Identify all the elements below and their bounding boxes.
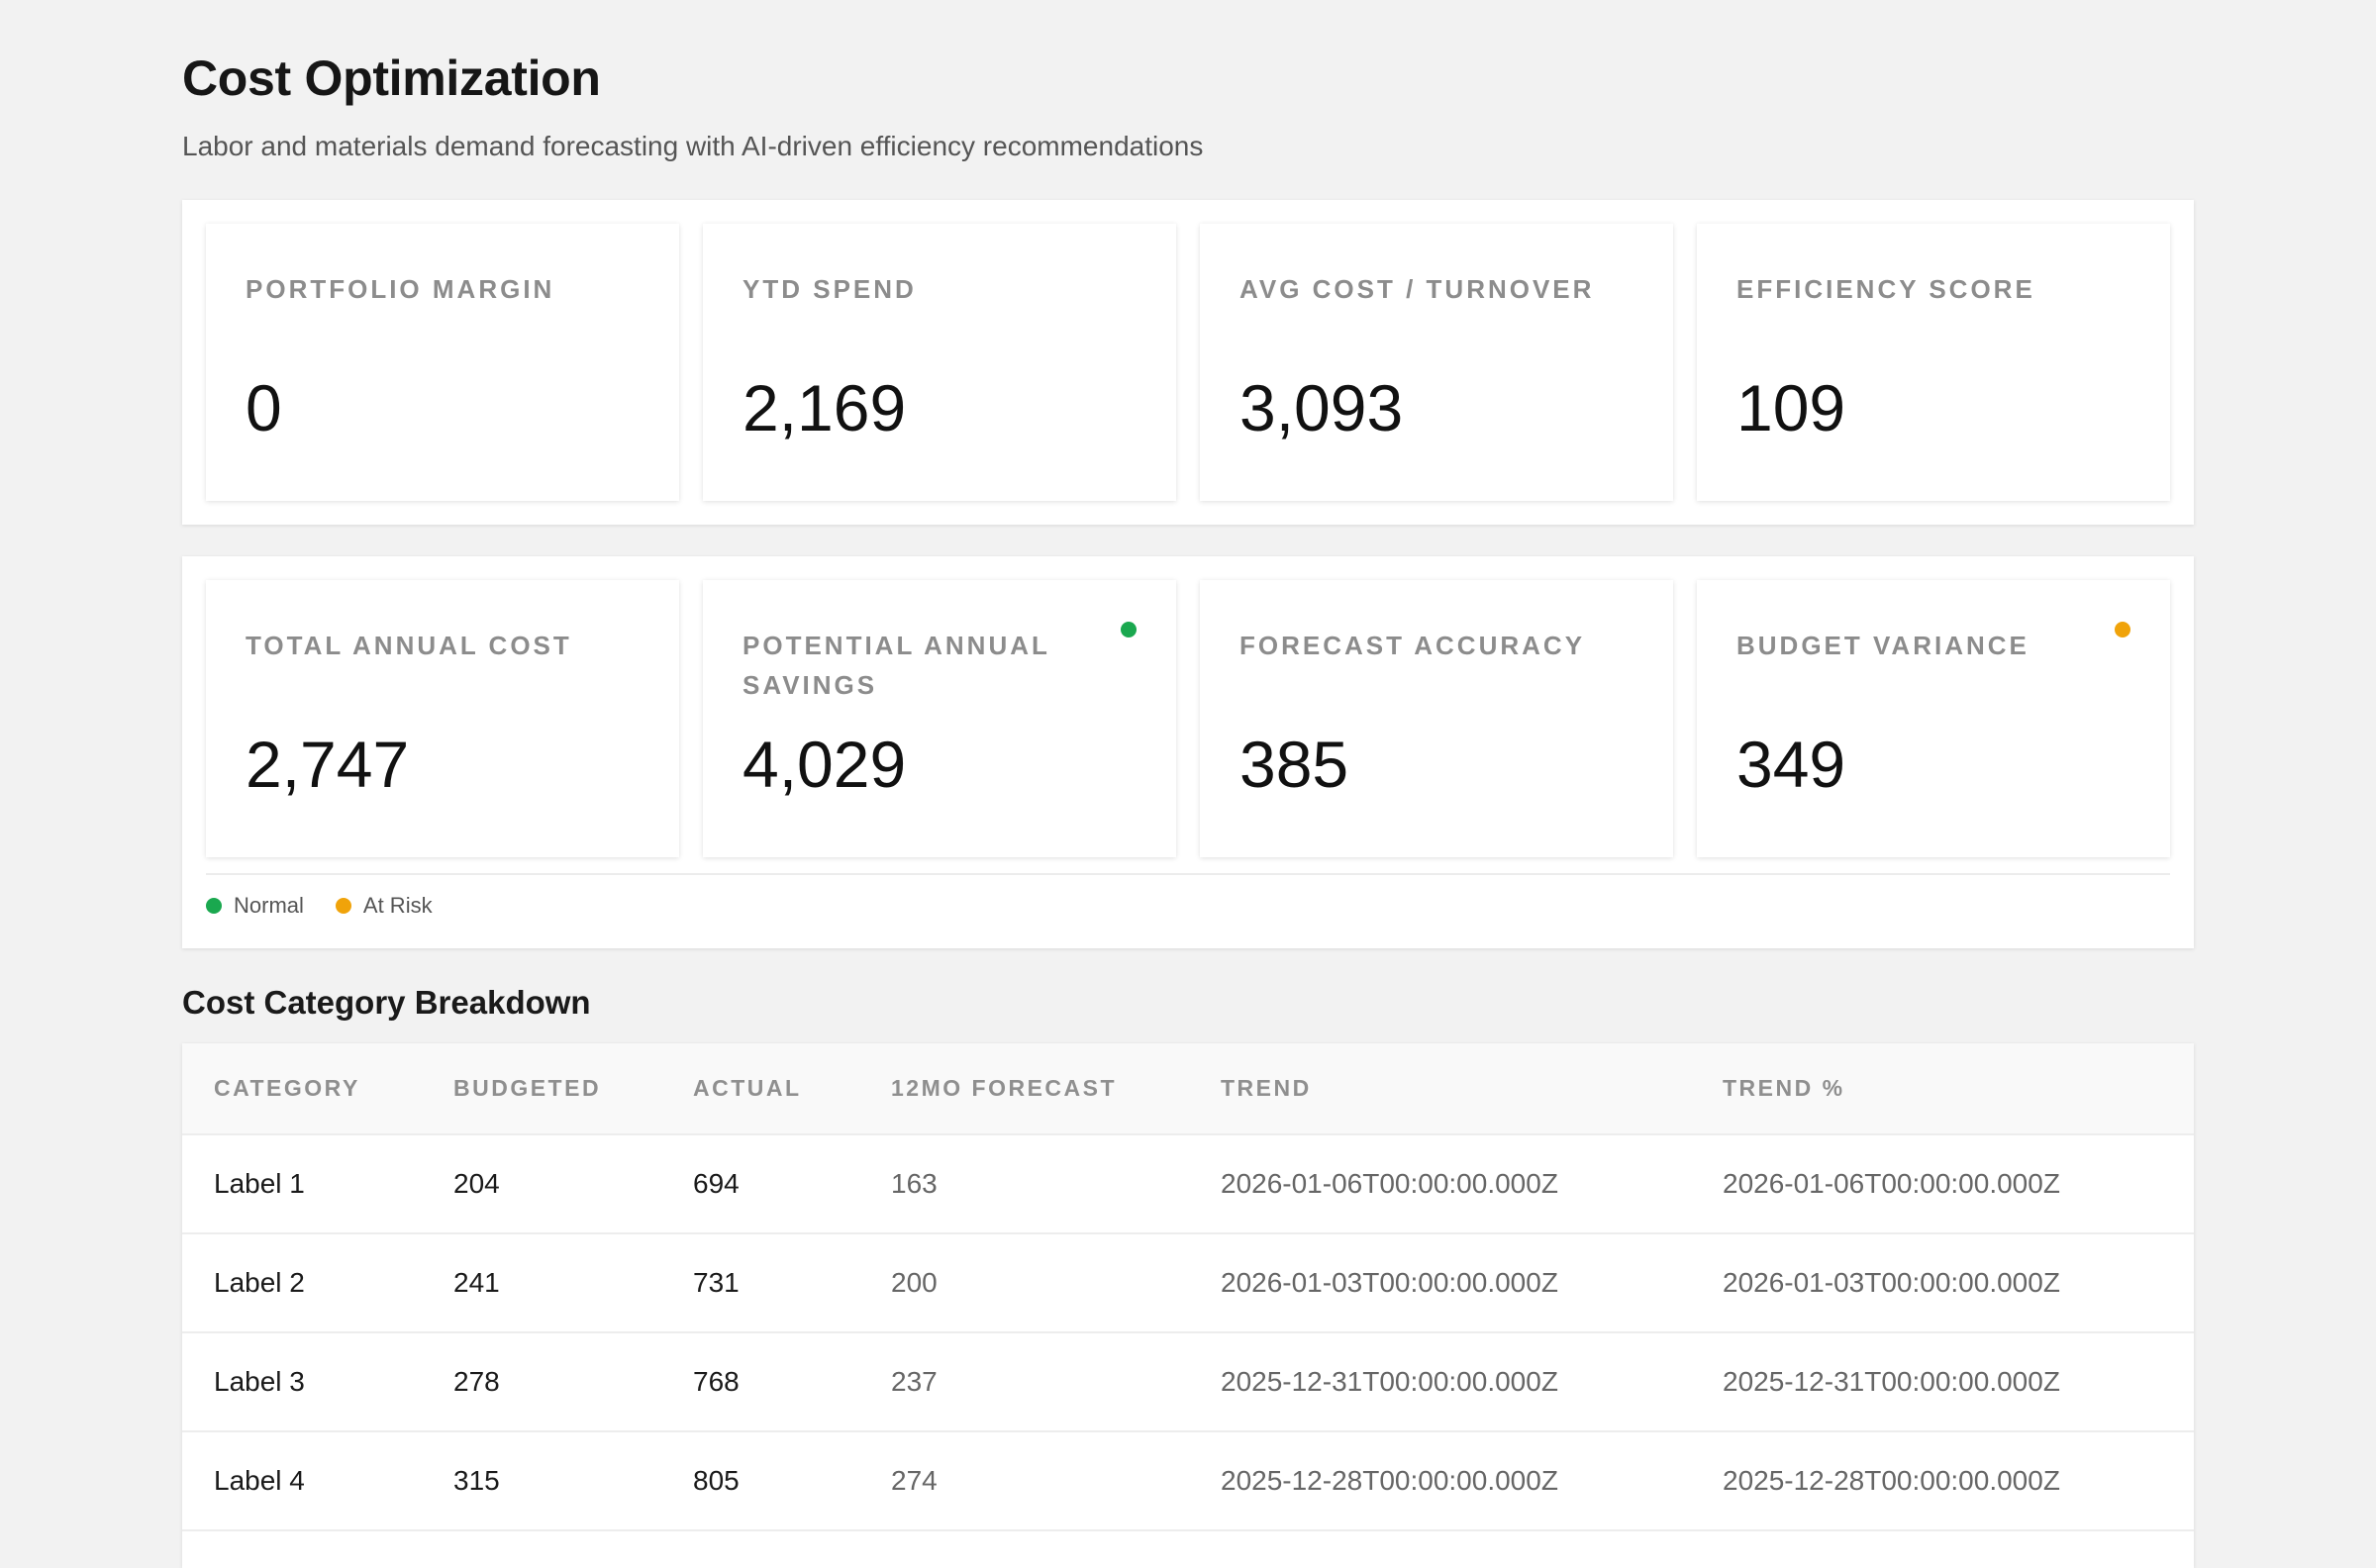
cell-forecast: 274 [891, 1465, 938, 1496]
kpi-value: 0 [246, 371, 282, 444]
kpi-card-forecast-accuracy[interactable]: FORECAST ACCURACY 385 [1200, 580, 1673, 857]
column-header-forecast[interactable]: 12MO FORECAST [891, 1075, 1118, 1101]
cell-trend: 2026-01-06T00:00:00.000Z [1221, 1168, 1558, 1199]
table-header-row: CATEGORY BUDGETED ACTUAL 12MO FORECAST T… [182, 1043, 2194, 1134]
cell-forecast: 200 [891, 1267, 938, 1298]
page-title: Cost Optimization [182, 50, 601, 106]
kpi-label: AVG COST / TURNOVER [1239, 274, 1595, 304]
cell-trend: 2025-12-31T00:00:00.000Z [1221, 1366, 1558, 1397]
kpi-label: YTD SPEND [742, 274, 917, 304]
cell-actual: 768 [693, 1366, 740, 1397]
kpi-label: FORECAST ACCURACY [1239, 631, 1586, 660]
cell-category: Label 2 [214, 1267, 305, 1298]
kpi-label: EFFICIENCY SCORE [1736, 274, 2035, 304]
kpi-card-efficiency-score[interactable]: EFFICIENCY SCORE 109 [1697, 224, 2170, 501]
kpi-card-potential-annual-savings[interactable]: POTENTIAL ANNUAL SAVINGS 4,029 [703, 580, 1176, 857]
cell-category: Label 1 [214, 1168, 305, 1199]
table-row[interactable]: Label 4 315 805 274 2025-12-28T00:00:00.… [182, 1431, 2194, 1530]
kpi-value: 349 [1736, 728, 1846, 801]
legend-item-normal: Normal [206, 893, 304, 919]
table-row[interactable]: Label 1 204 694 163 2026-01-06T00:00:00.… [182, 1134, 2194, 1233]
status-normal-dot-icon [1121, 622, 1137, 637]
table-row[interactable]: Label 2 241 731 200 2026-01-03T00:00:00.… [182, 1233, 2194, 1332]
kpi-label: TOTAL ANNUAL COST [246, 631, 572, 660]
kpi-card-budget-variance[interactable]: BUDGET VARIANCE 349 [1697, 580, 2170, 857]
column-header-category[interactable]: CATEGORY [214, 1075, 360, 1101]
cell-budgeted: 204 [453, 1168, 500, 1199]
kpi-value: 4,029 [742, 728, 907, 801]
legend-label-normal: Normal [234, 893, 304, 918]
table-row[interactable]: Label 3 278 768 237 2025-12-31T00:00:00.… [182, 1332, 2194, 1431]
kpi-value: 3,093 [1239, 371, 1404, 444]
status-at-risk-dot-icon [2115, 622, 2130, 637]
status-legend: Normal At Risk [206, 873, 2170, 919]
kpi-value: 385 [1239, 728, 1349, 801]
cell-trend-percent: 2025-12-31T00:00:00.000Z [1723, 1366, 2060, 1397]
kpi-card-portfolio-margin[interactable]: PORTFOLIO MARGIN 0 [206, 224, 679, 501]
column-header-budgeted[interactable]: BUDGETED [453, 1075, 602, 1101]
column-header-actual[interactable]: ACTUAL [693, 1075, 802, 1101]
cell-forecast: 163 [891, 1168, 938, 1199]
cell-category: Label 3 [214, 1366, 305, 1397]
cell-trend-percent: 2026-01-06T00:00:00.000Z [1723, 1168, 2060, 1199]
cell-actual: 731 [693, 1267, 740, 1298]
cell-trend-percent: 2026-01-03T00:00:00.000Z [1723, 1267, 2060, 1298]
legend-label-at-risk: At Risk [362, 893, 433, 918]
cell-budgeted: 278 [453, 1366, 500, 1397]
cell-actual: 805 [693, 1465, 740, 1496]
cell-budgeted: 241 [453, 1267, 500, 1298]
cell-category: Label 4 [214, 1465, 305, 1496]
cell-actual: 694 [693, 1168, 740, 1199]
kpi-value: 2,747 [246, 728, 410, 801]
kpi-panel-primary: PORTFOLIO MARGIN 0 YTD SPEND 2,169 AVG C… [182, 200, 2194, 525]
page-subtitle: Labor and materials demand forecasting w… [182, 131, 1204, 161]
column-header-trend[interactable]: TREND [1221, 1075, 1312, 1101]
cell-trend-percent: 2025-12-28T00:00:00.000Z [1723, 1465, 2060, 1496]
kpi-label: BUDGET VARIANCE [1736, 631, 2030, 660]
table-row-continuation [182, 1530, 2194, 1568]
section-title-cost-breakdown: Cost Category Breakdown [182, 984, 591, 1021]
cell-trend: 2025-12-28T00:00:00.000Z [1221, 1465, 1558, 1496]
kpi-label: POTENTIAL ANNUAL SAVINGS [742, 631, 1050, 700]
at-risk-dot-icon [335, 898, 351, 914]
table-row[interactable] [182, 1530, 2194, 1568]
kpi-value: 109 [1736, 371, 1846, 444]
cell-budgeted: 315 [453, 1465, 500, 1496]
normal-dot-icon [206, 898, 222, 914]
kpi-label: PORTFOLIO MARGIN [246, 274, 555, 304]
cell-forecast: 237 [891, 1366, 938, 1397]
kpi-panel-secondary: TOTAL ANNUAL COST 2,747 POTENTIAL ANNUAL… [182, 556, 2194, 948]
kpi-value: 2,169 [742, 371, 907, 444]
kpi-card-total-annual-cost[interactable]: TOTAL ANNUAL COST 2,747 [206, 580, 679, 857]
column-header-trend-percent[interactable]: TREND % [1723, 1075, 1845, 1101]
cell-trend: 2026-01-03T00:00:00.000Z [1221, 1267, 1558, 1298]
kpi-card-avg-cost-turnover[interactable]: AVG COST / TURNOVER 3,093 [1200, 224, 1673, 501]
cost-breakdown-table: CATEGORY BUDGETED ACTUAL 12MO FORECAST T… [182, 1043, 2194, 1568]
kpi-card-ytd-spend[interactable]: YTD SPEND 2,169 [703, 224, 1176, 501]
legend-item-at-risk: At Risk [335, 893, 433, 919]
